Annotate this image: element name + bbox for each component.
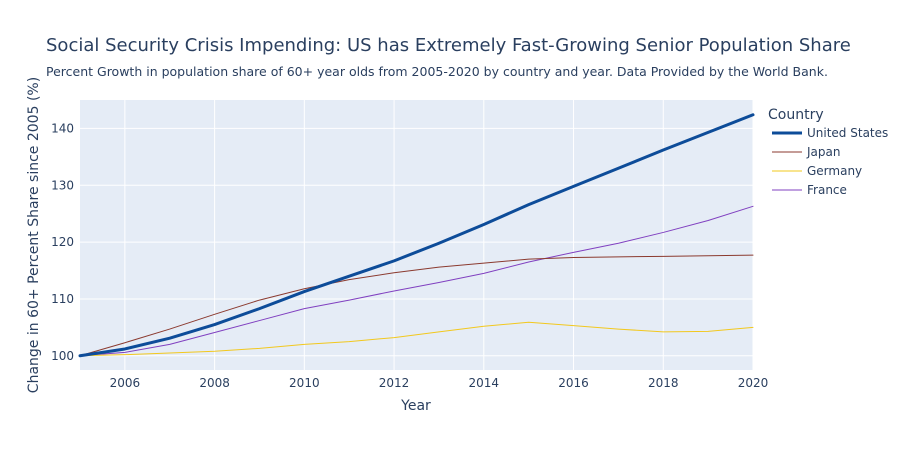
- y-tick-label: 120: [51, 235, 74, 249]
- series-line-france: [79, 205, 754, 357]
- legend-title: Country: [768, 107, 824, 123]
- y-tick-label: 130: [51, 178, 74, 192]
- legend-item-united-states[interactable]: United States: [772, 126, 888, 140]
- y-axis-title: Change in 60+ Percent Share since 2005 (…: [26, 77, 42, 393]
- series-lines: [78, 113, 755, 358]
- y-tick-label: 100: [51, 349, 74, 363]
- legend-label: Germany: [807, 164, 862, 178]
- x-tick-label: 2012: [379, 376, 410, 390]
- y-tick-labels: 100 110 120 130 140: [51, 121, 74, 362]
- x-tick-labels: 2006 2008 2010 2012 2014 2016 2018 2020: [110, 376, 769, 390]
- legend-item-japan[interactable]: Japan: [772, 145, 840, 159]
- x-gridlines: [124, 100, 754, 370]
- chart-title: Social Security Crisis Impending: US has…: [46, 35, 851, 56]
- legend-items: United States Japan Germany France: [772, 126, 888, 197]
- x-tick-label: 2016: [558, 376, 589, 390]
- x-tick-label: 2006: [110, 376, 141, 390]
- chart-subtitle: Percent Growth in population share of 60…: [46, 64, 828, 79]
- x-axis-title: Year: [400, 398, 431, 414]
- y-tick-label: 110: [51, 292, 74, 306]
- legend-label: Japan: [806, 145, 840, 159]
- legend: Country United States Japan Germany France: [768, 107, 888, 197]
- legend-item-germany[interactable]: Germany: [772, 164, 862, 178]
- plot-area: [80, 100, 753, 370]
- legend-label: United States: [807, 126, 888, 140]
- legend-item-france[interactable]: France: [772, 183, 847, 197]
- series-line-japan: [79, 254, 754, 357]
- series-line-germany: [79, 321, 754, 357]
- x-tick-label: 2010: [289, 376, 320, 390]
- x-tick-label: 2008: [199, 376, 230, 390]
- series-line-united-states: [78, 113, 755, 358]
- y-gridlines: [80, 127, 753, 357]
- x-tick-label: 2020: [738, 376, 769, 390]
- x-tick-label: 2018: [648, 376, 679, 390]
- y-tick-label: 140: [51, 121, 74, 135]
- legend-label: France: [807, 183, 847, 197]
- x-tick-label: 2014: [469, 376, 500, 390]
